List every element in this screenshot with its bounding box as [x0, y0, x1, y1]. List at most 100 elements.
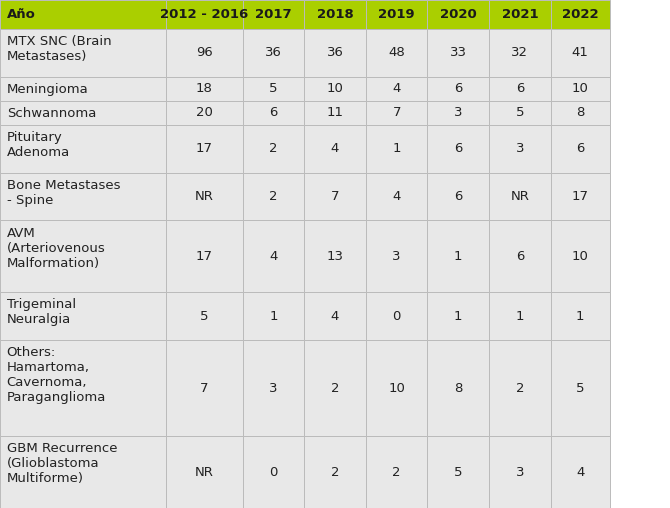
Bar: [0, 292, 166, 340]
Bar: [366, 77, 427, 101]
Bar: [551, 436, 610, 508]
Text: 6: 6: [516, 250, 524, 263]
Text: 3: 3: [269, 382, 277, 395]
Text: 6: 6: [269, 106, 277, 119]
Text: 0: 0: [269, 465, 277, 479]
Bar: [243, 77, 304, 101]
Bar: [304, 29, 366, 77]
Text: 7: 7: [393, 106, 401, 119]
Bar: [243, 124, 304, 173]
Bar: [0, 173, 166, 220]
Text: 13: 13: [326, 250, 344, 263]
Text: Año: Año: [7, 8, 36, 21]
Text: 5: 5: [516, 106, 524, 119]
Text: AVM
(Arteriovenous
Malformation): AVM (Arteriovenous Malformation): [7, 227, 105, 270]
Text: 0: 0: [393, 310, 401, 323]
Bar: [0, 29, 166, 77]
Text: 10: 10: [572, 250, 589, 263]
Bar: [366, 29, 427, 77]
Bar: [427, 101, 489, 124]
Text: 4: 4: [269, 250, 277, 263]
Text: 5: 5: [200, 310, 208, 323]
Bar: [366, 0, 427, 29]
Text: 1: 1: [454, 310, 462, 323]
Text: 3: 3: [454, 106, 462, 119]
Text: 48: 48: [389, 46, 405, 59]
Text: 6: 6: [576, 142, 584, 155]
Bar: [243, 0, 304, 29]
Text: Meningioma: Meningioma: [7, 83, 88, 96]
Text: 17: 17: [196, 250, 213, 263]
Text: 2: 2: [269, 142, 277, 155]
Text: Others:
Hamartoma,
Cavernoma,
Paraganglioma: Others: Hamartoma, Cavernoma, Paragangli…: [7, 346, 106, 404]
Bar: [489, 124, 551, 173]
Bar: [166, 29, 243, 77]
Bar: [166, 101, 243, 124]
Text: 2017: 2017: [255, 8, 291, 21]
Bar: [166, 173, 243, 220]
Bar: [489, 436, 551, 508]
Bar: [489, 292, 551, 340]
Bar: [243, 173, 304, 220]
Bar: [427, 436, 489, 508]
Text: 6: 6: [454, 82, 462, 95]
Text: 18: 18: [196, 82, 213, 95]
Bar: [304, 124, 366, 173]
Bar: [427, 220, 489, 292]
Bar: [243, 436, 304, 508]
Bar: [427, 29, 489, 77]
Text: 1: 1: [269, 310, 277, 323]
Text: 2019: 2019: [379, 8, 415, 21]
Text: MTX SNC (Brain
Metastases): MTX SNC (Brain Metastases): [7, 35, 111, 63]
Text: 8: 8: [576, 106, 584, 119]
Text: 2012 - 2016: 2012 - 2016: [160, 8, 249, 21]
Text: 6: 6: [516, 82, 524, 95]
Bar: [243, 340, 304, 436]
Bar: [304, 436, 366, 508]
Bar: [427, 77, 489, 101]
Text: 6: 6: [454, 190, 462, 203]
Text: Trigeminal
Neuralgia: Trigeminal Neuralgia: [7, 298, 76, 327]
Text: 10: 10: [388, 382, 405, 395]
Text: 36: 36: [326, 46, 344, 59]
Bar: [0, 124, 166, 173]
Bar: [0, 0, 166, 29]
Bar: [489, 29, 551, 77]
Text: 2: 2: [516, 382, 524, 395]
Text: 17: 17: [572, 190, 589, 203]
Text: NR: NR: [195, 465, 214, 479]
Bar: [366, 340, 427, 436]
Bar: [551, 0, 610, 29]
Bar: [366, 124, 427, 173]
Text: 3: 3: [516, 465, 524, 479]
Text: 4: 4: [576, 465, 584, 479]
Bar: [551, 124, 610, 173]
Bar: [166, 124, 243, 173]
Bar: [243, 292, 304, 340]
Text: Pituitary
Adenoma: Pituitary Adenoma: [7, 131, 70, 158]
Text: 32: 32: [511, 46, 529, 59]
Text: NR: NR: [195, 190, 214, 203]
Text: 2: 2: [331, 465, 339, 479]
Bar: [0, 340, 166, 436]
Text: 1: 1: [576, 310, 584, 323]
Text: 4: 4: [393, 190, 401, 203]
Bar: [304, 292, 366, 340]
Text: 3: 3: [393, 250, 401, 263]
Bar: [166, 77, 243, 101]
Text: 2: 2: [269, 190, 277, 203]
Text: Schwannoma: Schwannoma: [7, 107, 96, 120]
Text: 17: 17: [196, 142, 213, 155]
Bar: [166, 340, 243, 436]
Text: 7: 7: [331, 190, 339, 203]
Text: 2018: 2018: [317, 8, 353, 21]
Bar: [304, 220, 366, 292]
Bar: [166, 0, 243, 29]
Bar: [551, 29, 610, 77]
Bar: [166, 292, 243, 340]
Bar: [427, 340, 489, 436]
Text: 33: 33: [450, 46, 467, 59]
Bar: [0, 101, 166, 124]
Text: 36: 36: [265, 46, 282, 59]
Bar: [304, 77, 366, 101]
